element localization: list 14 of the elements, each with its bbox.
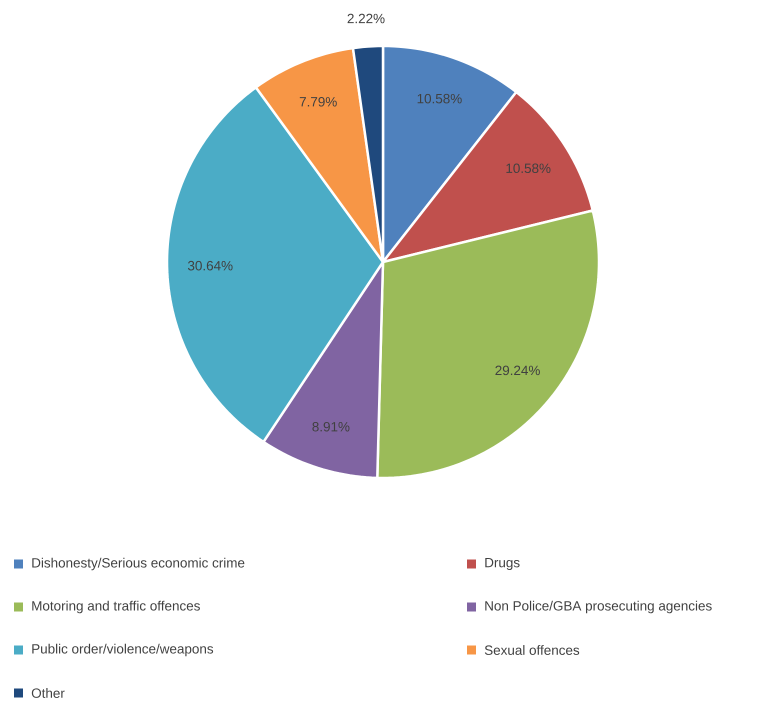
legend-label: Dishonesty/Serious economic crime <box>32 558 244 570</box>
legend-label: Other <box>32 688 65 698</box>
legend-label: Non Police/GBA prosecuting agencies <box>485 600 712 614</box>
legend-label: Public order/violence/weapons <box>32 644 214 656</box>
data-label: 7.79% <box>300 97 337 107</box>
data-label: 8.91% <box>312 422 350 432</box>
data-label: 30.64% <box>188 260 233 270</box>
legend-label: Motoring and traffic offences <box>32 600 200 614</box>
legend-label: Drugs <box>485 558 520 570</box>
legend-label: Sexual offences <box>484 645 580 655</box>
data-label: 2.22% <box>348 14 385 24</box>
data-label: 10.58% <box>418 94 462 104</box>
data-label: 10.58% <box>506 164 551 174</box>
data-label: 29.24% <box>495 366 540 376</box>
